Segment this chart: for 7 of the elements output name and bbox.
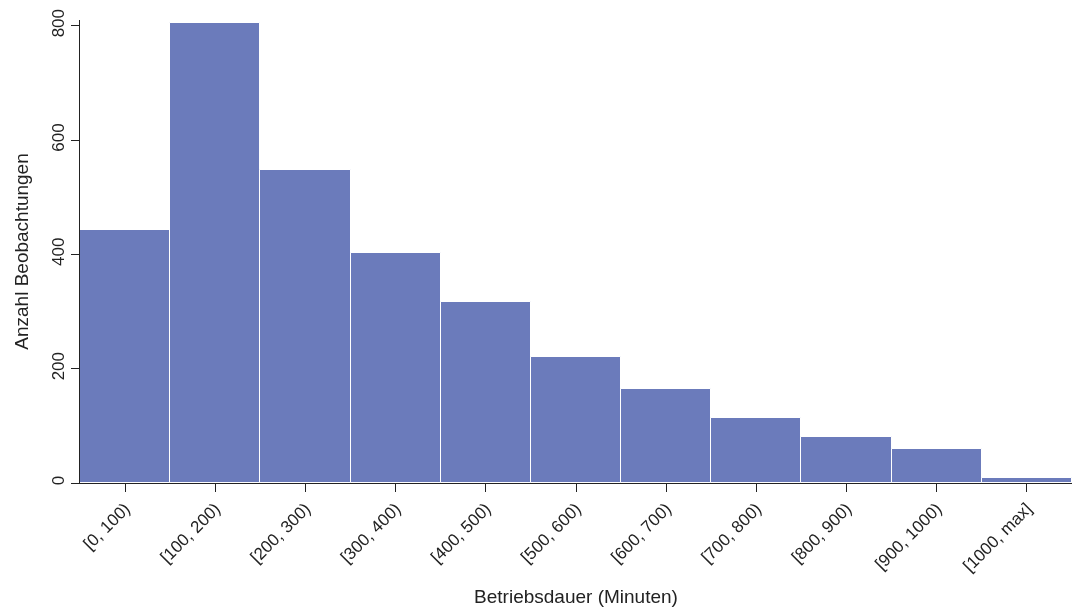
- y-tick-label: 600: [49, 123, 69, 152]
- y-axis-title: Anzahl Beobachtungen: [11, 153, 33, 350]
- y-tick-label: 400: [49, 237, 69, 266]
- y-tick-label: 200: [49, 351, 69, 381]
- y-tick-label: 0: [49, 475, 69, 486]
- x-axis-title: Betriebsdauer (Minuten): [474, 586, 678, 608]
- y-tick-label: 800: [49, 8, 69, 38]
